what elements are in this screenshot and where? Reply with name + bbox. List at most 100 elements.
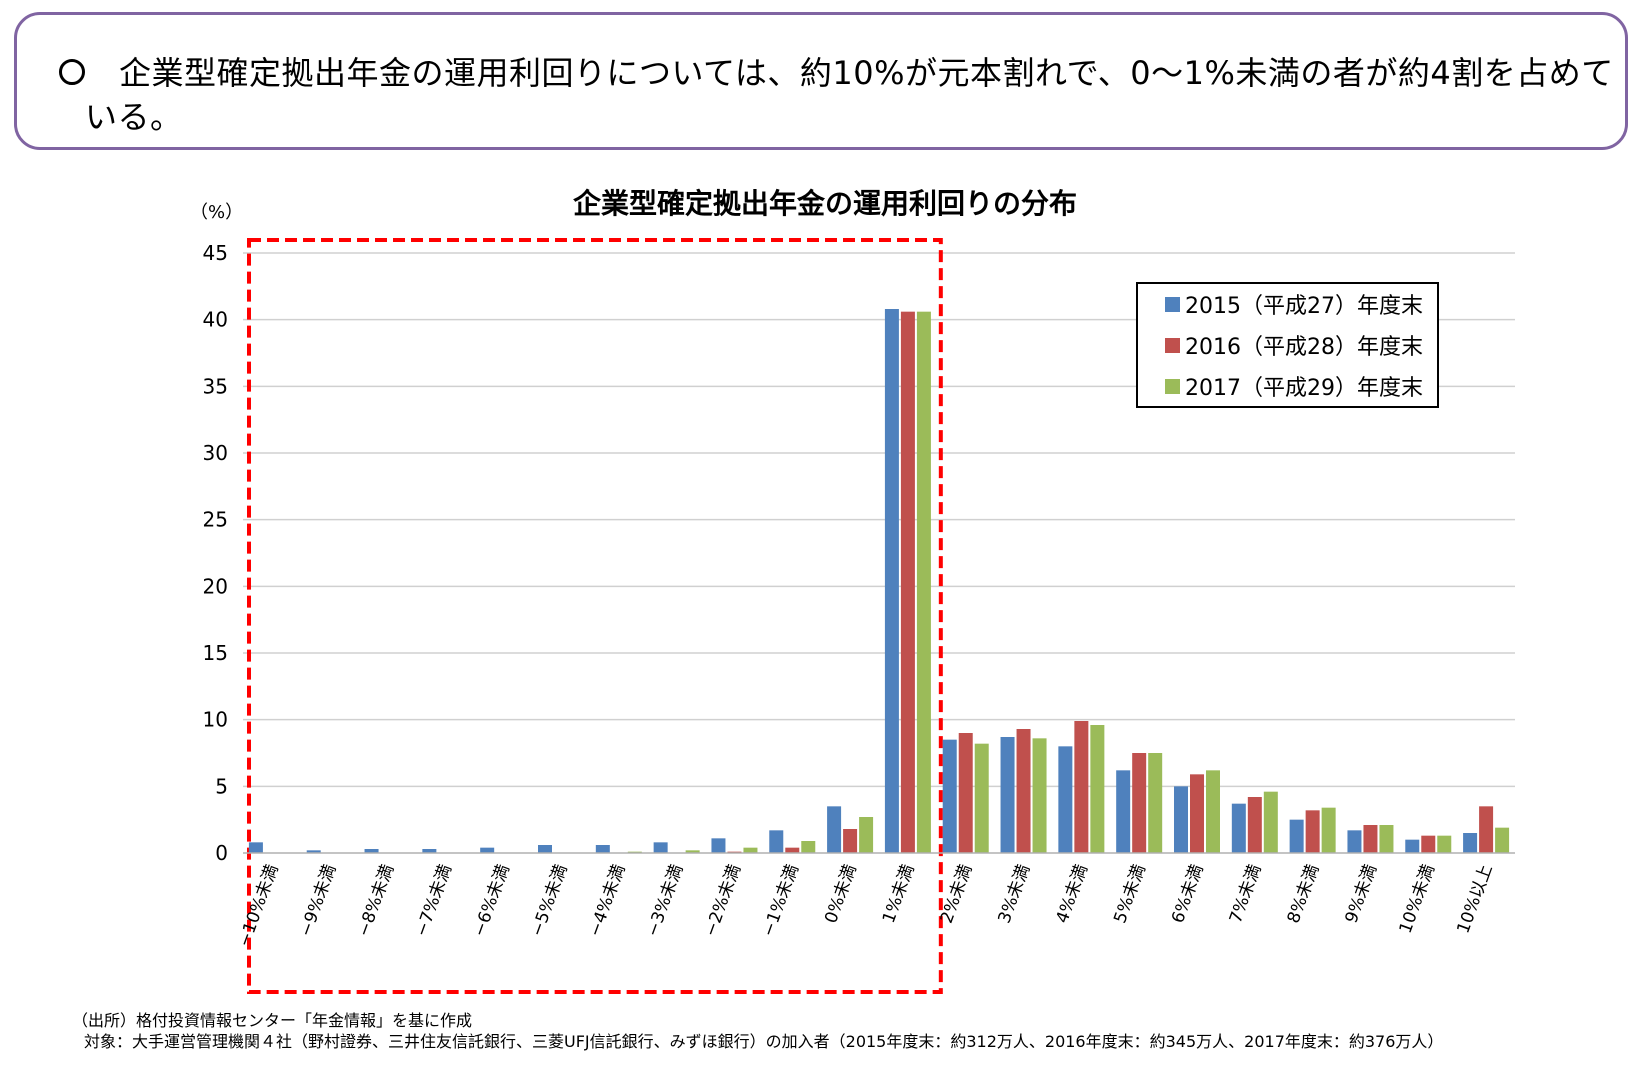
x-tick-label: 9%未満 — [1342, 862, 1382, 926]
bar — [1016, 729, 1031, 853]
bar — [942, 739, 957, 853]
bar — [248, 842, 263, 853]
bar — [1321, 807, 1336, 853]
x-tick-label: 5%未満 — [1110, 862, 1150, 926]
bar — [685, 850, 700, 853]
bar — [538, 845, 552, 853]
bar — [1379, 825, 1394, 853]
y-tick-label: 5 — [215, 774, 228, 798]
bar — [916, 311, 931, 854]
bar — [306, 850, 321, 853]
bar — [1132, 753, 1147, 853]
bar — [1190, 774, 1204, 853]
bar — [743, 847, 758, 853]
x-tick-label: −4%未満 — [585, 862, 630, 940]
x-tick-label: −7%未満 — [412, 862, 457, 940]
legend-swatch — [1165, 379, 1180, 394]
bar — [1479, 806, 1494, 853]
bar — [801, 841, 816, 853]
bar — [1405, 839, 1420, 853]
x-tick-label: 7%未満 — [1226, 862, 1266, 926]
bar — [1363, 825, 1378, 853]
legend-swatch — [1165, 297, 1180, 312]
bar — [1074, 721, 1089, 853]
y-tick-label: 10 — [203, 708, 228, 732]
bar — [1206, 770, 1220, 853]
bar — [711, 838, 726, 853]
bars — [248, 309, 1510, 854]
y-tick-label: 25 — [203, 508, 228, 532]
y-tick-label: 35 — [203, 374, 228, 398]
chart-title: 企業型確定拠出年金の運用利回りの分布 — [573, 187, 1077, 220]
highlight-dashed-box — [247, 238, 943, 994]
legend-label: 2016（平成28）年度末 — [1185, 335, 1423, 360]
bar — [1032, 738, 1047, 853]
bar — [1231, 803, 1246, 853]
bar — [859, 817, 874, 853]
bar — [1289, 819, 1304, 853]
bar — [1174, 786, 1188, 853]
y-tick-label: 45 — [203, 241, 228, 265]
x-tick-label: −10%未満 — [234, 862, 282, 950]
x-tick-label: 1%未満 — [879, 862, 919, 926]
bar — [1463, 833, 1478, 853]
y-tick-label: 20 — [203, 574, 228, 598]
bar — [422, 849, 437, 853]
x-tick-label: 6%未満 — [1168, 862, 1208, 926]
x-tick-label: 10%以上 — [1453, 862, 1496, 936]
bar — [785, 847, 800, 853]
bar — [1000, 737, 1015, 853]
bar — [1090, 725, 1105, 853]
x-tick-label: 3%未満 — [995, 862, 1035, 926]
x-tick-label: −9%未満 — [296, 862, 341, 940]
x-tick-label: −1%未満 — [758, 862, 803, 940]
bar — [958, 733, 973, 853]
bar — [1421, 835, 1436, 853]
bar — [974, 743, 989, 853]
bar — [1305, 810, 1320, 853]
x-tick-label: −2%未満 — [701, 862, 746, 940]
bar — [769, 830, 784, 853]
bar — [884, 309, 899, 853]
gridlines — [243, 252, 1515, 788]
bar — [900, 311, 915, 854]
legend-label: 2017（平成29）年度末 — [1185, 376, 1423, 401]
y-tick-label: 0 — [215, 841, 228, 865]
bar — [1148, 753, 1163, 853]
y-tick-label: 30 — [203, 441, 228, 465]
bar — [1437, 835, 1452, 853]
x-tick-label: −5%未満 — [527, 862, 572, 940]
legend: 2015（平成27）年度末 2016（平成28）年度末 2017（平成29）年度末 — [1136, 282, 1439, 408]
bar — [827, 806, 842, 853]
footnote-target: 対象：大手運営管理機関４社（野村證券、三井住友信託銀行、三菱UFJ信託銀行、みず… — [84, 1032, 1444, 1051]
bar — [1495, 827, 1510, 853]
bar — [1058, 746, 1073, 853]
y-tick-label: 15 — [203, 641, 228, 665]
bar — [1247, 797, 1262, 853]
bar — [595, 845, 610, 853]
bar — [653, 842, 668, 853]
highlight-box — [247, 238, 943, 994]
summary-text: 企業型確定拠出年金の運用利回りについては、約10%が元本割れで、0〜1%未満の者… — [85, 54, 1614, 136]
bar — [1263, 791, 1278, 853]
x-tick-label: 0%未満 — [821, 862, 861, 926]
x-tick-label: 4%未満 — [1052, 862, 1092, 926]
legend-swatch — [1165, 338, 1180, 353]
x-tick-label: −3%未満 — [643, 862, 688, 940]
bar — [364, 849, 379, 853]
y-axis-unit: （%） — [190, 202, 243, 223]
legend-label: 2015（平成27）年度末 — [1185, 294, 1423, 319]
bar — [1116, 770, 1131, 853]
bar — [1347, 830, 1362, 853]
x-tick-label: −6%未満 — [469, 862, 514, 940]
circle-bullet-icon — [59, 59, 85, 85]
legend-box — [1136, 282, 1439, 408]
summary-box: 企業型確定拠出年金の運用利回りについては、約10%が元本割れで、0〜1%未満の者… — [14, 12, 1628, 150]
footnote-source: （出所）格付投資情報センター「年金情報」を基に作成 — [72, 1011, 473, 1030]
x-tick-label: 10%未満 — [1396, 862, 1439, 936]
bar — [843, 829, 858, 853]
y-tick-label: 40 — [203, 308, 228, 332]
x-tick-label: 8%未満 — [1284, 862, 1324, 926]
x-tick-label: −8%未満 — [354, 862, 399, 940]
